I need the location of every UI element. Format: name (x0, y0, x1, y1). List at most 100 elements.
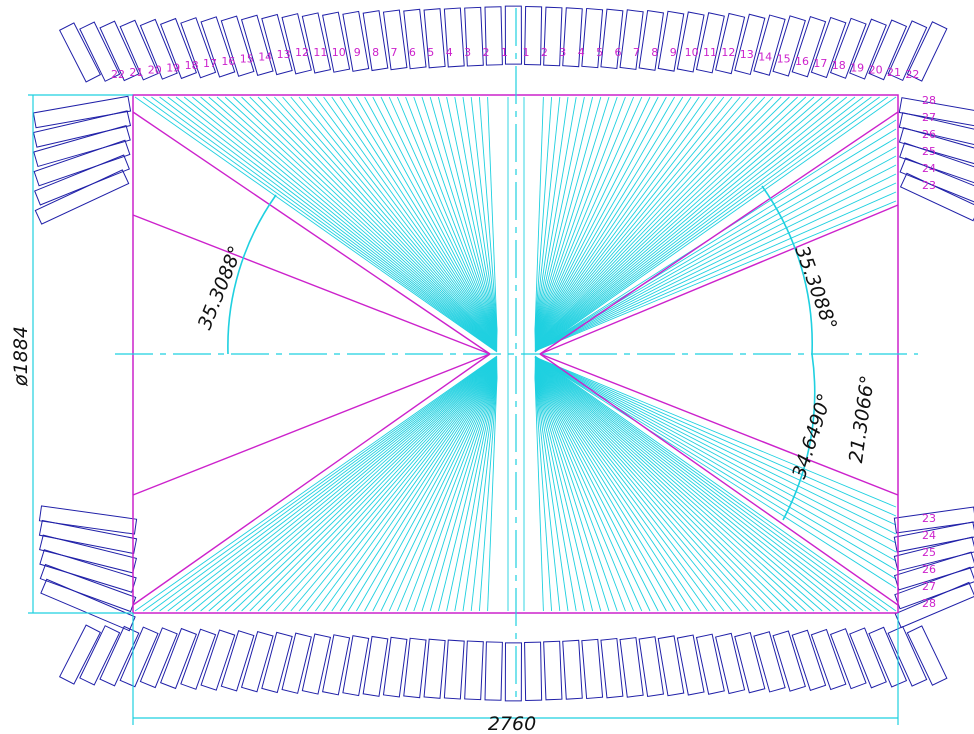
fan-line (534, 367, 708, 612)
slot (58, 624, 102, 685)
slot-label: 19 (850, 61, 864, 74)
fan-line (437, 374, 498, 612)
fan-line (534, 96, 618, 336)
fan-line (339, 368, 498, 612)
slot (695, 633, 725, 695)
fan-line (534, 128, 897, 352)
ref-line (132, 353, 491, 606)
fan-line (534, 355, 897, 612)
fan-line (534, 365, 741, 612)
slot (99, 625, 140, 687)
slot (657, 10, 685, 72)
fan-line (534, 359, 839, 612)
fan-line (306, 96, 498, 342)
fan-line (534, 370, 659, 612)
slot (581, 7, 604, 69)
fan-line (534, 368, 692, 612)
fan-line (534, 358, 848, 612)
fan-line (534, 96, 692, 340)
slot (180, 17, 217, 79)
fan-line (396, 371, 498, 612)
fan-line (233, 96, 498, 347)
slot-label: 16 (795, 55, 809, 68)
fan-line (534, 374, 594, 612)
slot (734, 631, 766, 694)
fan-line (298, 365, 498, 612)
fan-line (534, 360, 823, 612)
arc-lower-right (782, 353, 816, 521)
slot (322, 11, 351, 73)
ref-line (132, 111, 491, 355)
fan-line (478, 96, 498, 332)
fan-line (534, 358, 856, 612)
fan-line (534, 164, 897, 352)
slot-number-labels: 22 21 20 19 18 17 16 15 14 13 12 11 10 9 8 7 6 5 4 3 2 1 1 2 3 4 5… (111, 46, 936, 610)
slot-label: 22 (111, 68, 125, 81)
slot (657, 635, 685, 697)
fan-line (446, 374, 498, 612)
slot-label: 13 (277, 48, 291, 61)
slot (791, 16, 827, 78)
slot-label: 17 (813, 57, 827, 70)
slot (906, 21, 948, 82)
fan-line (388, 371, 498, 612)
slot (58, 22, 102, 83)
slot-label: 4 (578, 46, 585, 59)
slot (887, 625, 928, 687)
slot-label: 6 (615, 46, 622, 59)
angle-upper-left: 35.3088° (194, 243, 247, 333)
slot-label: 2 (483, 46, 490, 59)
fan-line (396, 96, 498, 337)
slot (753, 631, 786, 693)
fan-line (534, 356, 897, 544)
slot (139, 18, 178, 80)
slot-label: 28 (922, 94, 936, 107)
fan-line (446, 96, 498, 334)
fan-line (534, 96, 708, 341)
fan-line (534, 96, 880, 352)
slot (301, 633, 332, 695)
ref-line (539, 353, 899, 606)
slot (543, 6, 563, 67)
fan-line (534, 96, 864, 351)
fan-line (534, 362, 790, 612)
fan-line (534, 96, 741, 343)
slot (180, 628, 217, 690)
slot (715, 12, 746, 75)
slot-label: 9 (354, 46, 361, 59)
fan-line (347, 368, 498, 612)
fan-line (534, 96, 725, 342)
width-dimension: 2760 (488, 713, 536, 734)
fan-line (534, 356, 880, 612)
slot (99, 20, 140, 82)
slot-label: 5 (427, 46, 434, 59)
slot (899, 142, 974, 184)
fan-line (380, 370, 498, 612)
ref-line (132, 353, 491, 496)
fan-line (534, 96, 848, 350)
fan-line (487, 96, 498, 331)
slot (906, 625, 948, 686)
fan-line (534, 96, 675, 339)
magenta-reference-lines (132, 111, 899, 606)
slot (39, 549, 137, 593)
slot-label: 5 (596, 46, 603, 59)
fan-line (413, 96, 498, 336)
fan-line (470, 376, 498, 612)
fan-line (534, 375, 569, 612)
fan-line (534, 357, 872, 612)
fan-line (372, 370, 498, 612)
slot (139, 627, 178, 689)
slot (119, 19, 159, 81)
fan-line (534, 96, 544, 331)
angle-arcs (227, 185, 816, 521)
slot (220, 630, 255, 692)
slot (33, 124, 131, 168)
fan-line (356, 96, 498, 339)
fan-line (534, 356, 897, 580)
fan-line (534, 96, 569, 333)
fan-line (134, 96, 498, 353)
fan-line (534, 96, 733, 343)
slot-label: 16 (221, 55, 235, 68)
slot-label: 21 (887, 66, 901, 79)
